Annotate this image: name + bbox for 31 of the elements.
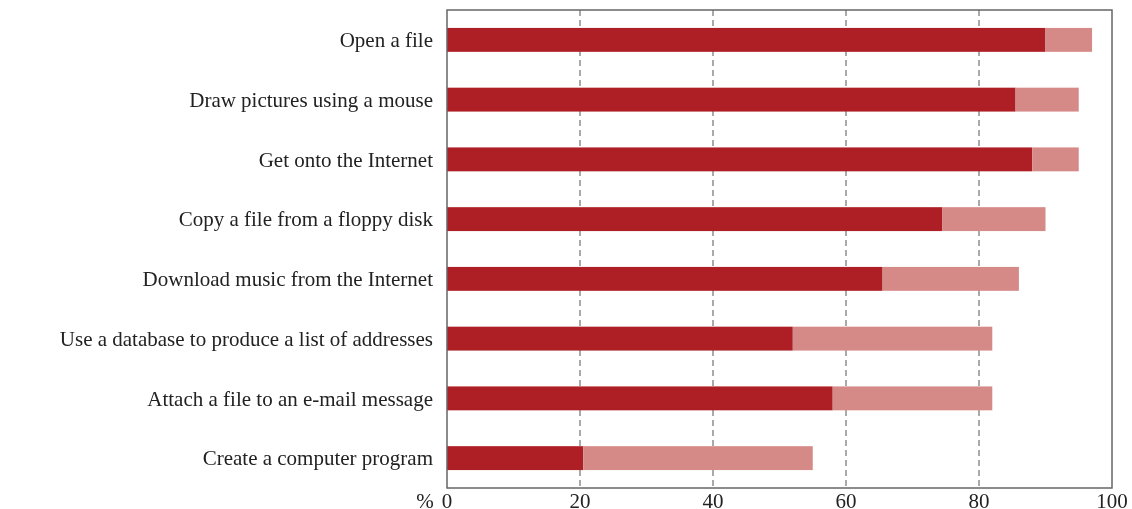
y-tick-label: Get onto the Internet bbox=[258, 147, 434, 172]
bar bbox=[832, 386, 993, 411]
bar bbox=[1015, 87, 1079, 112]
bar bbox=[1032, 147, 1079, 172]
bar bbox=[447, 207, 943, 232]
bar bbox=[447, 386, 833, 411]
y-tick-label: Draw pictures using a mouse bbox=[189, 87, 433, 112]
x-tick-label: 0 bbox=[441, 489, 453, 509]
x-axis-title: % bbox=[416, 489, 434, 509]
x-tick-label: 80 bbox=[968, 489, 990, 509]
x-tick-label: 40 bbox=[702, 489, 724, 509]
bar bbox=[447, 446, 584, 471]
bar bbox=[792, 326, 993, 351]
y-tick-label: Use a database to produce a list of addresses bbox=[59, 326, 433, 351]
x-tick-label: 60 bbox=[835, 489, 857, 509]
bar bbox=[1045, 27, 1093, 52]
bar bbox=[447, 27, 1046, 52]
x-tick-label: 100 bbox=[1096, 489, 1128, 509]
y-tick-label: Open a file bbox=[339, 28, 433, 53]
bar bbox=[447, 326, 793, 351]
y-tick-label: Attach a file to an e-mail message bbox=[147, 386, 433, 411]
bar bbox=[447, 87, 1016, 112]
bar bbox=[447, 266, 883, 291]
bar bbox=[583, 446, 813, 471]
y-tick-label: Download music from the Internet bbox=[142, 267, 434, 292]
y-tick-label: Copy a file from a floppy disk bbox=[178, 207, 434, 232]
x-tick-label: 20 bbox=[569, 489, 591, 509]
y-tick-label: Create a computer program bbox=[202, 446, 433, 471]
bar bbox=[942, 207, 1046, 232]
bar bbox=[882, 266, 1019, 291]
bar bbox=[447, 147, 1033, 172]
